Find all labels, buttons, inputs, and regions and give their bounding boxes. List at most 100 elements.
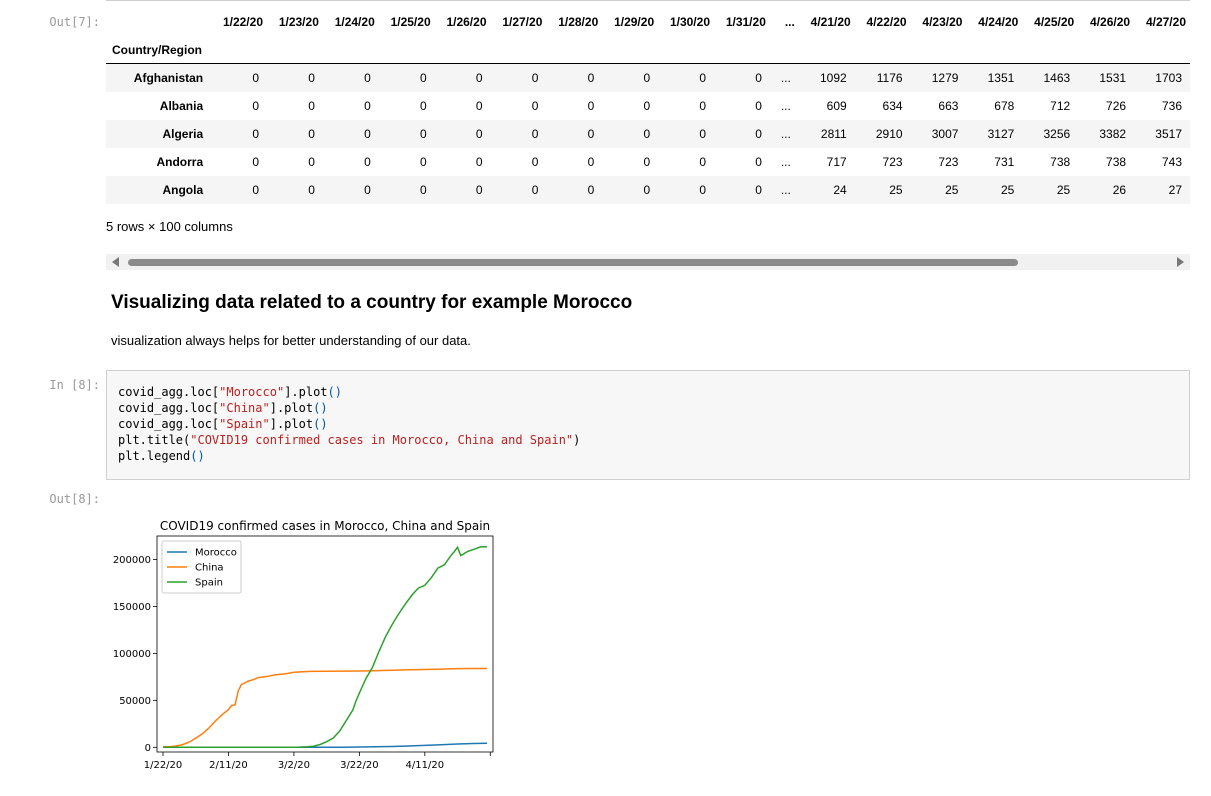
legend-box: [161, 540, 242, 594]
column-header: 1/24/20: [334, 15, 375, 29]
code-line: plt.title("COVID19 confirmed cases in Mo…: [118, 432, 1189, 448]
code-token: ].plot: [284, 385, 328, 399]
column-header: 1/27/20: [502, 15, 543, 29]
code-token: (): [190, 449, 205, 463]
table-cell: 0: [546, 63, 603, 92]
table-cell: 0: [546, 176, 603, 204]
y-tick-label: 150000: [113, 602, 151, 613]
y-tick-label: 100000: [113, 649, 151, 660]
table-cell: 663: [938, 99, 959, 113]
table-cell: 0: [267, 63, 323, 92]
table-cell: 0: [587, 155, 595, 169]
code-token: "COVID19 confirmed cases in Morocco, Chi…: [190, 433, 574, 447]
index-header-blank: [106, 8, 211, 36]
table-cell: 25: [966, 176, 1023, 204]
table-cell: 609: [826, 99, 847, 113]
table-cell: 0: [490, 120, 547, 148]
table-cell: 0: [378, 63, 435, 92]
row-label: Algeria: [106, 120, 212, 148]
series-line-spain: [163, 545, 488, 749]
code-cell[interactable]: covid_agg.loc["Morocco"].plot() covid_agg…: [106, 370, 1190, 480]
code-token: ].plot: [269, 401, 314, 415]
column-header: 1/28/20: [558, 15, 599, 29]
row-label: Andorra: [156, 155, 204, 169]
column-header: 4/23/20: [922, 15, 963, 29]
code-token: (): [313, 401, 328, 415]
column-header: 1/23/20: [278, 15, 319, 29]
table-cell: 0: [419, 155, 427, 169]
table-cell: 0: [322, 63, 379, 92]
x-tick-label: 3/2/20: [278, 760, 310, 771]
plot-frame: [156, 535, 494, 753]
table-cell: 0: [378, 176, 435, 204]
row-label: Afghanistan: [106, 63, 212, 92]
table-cell: 0: [643, 99, 651, 113]
code-line: covid_agg.loc["China"].plot(): [118, 400, 1189, 416]
table-cell: 25: [1022, 176, 1079, 204]
table-row: Algeria 0 0 0 0 0 0 0 0 0 0... 2811 2910 3007 3127 3256…: [106, 120, 1190, 148]
row-label: Albania: [159, 99, 204, 113]
table-cell: 0: [364, 155, 371, 169]
scroll-right-icon[interactable]: [1177, 257, 1184, 267]
legend-label: China: [195, 563, 224, 574]
output-divider: [106, 0, 1190, 1]
markdown-text: visualization always helps for better un…: [111, 333, 471, 348]
table-row: Afghanistan 0 0 0 0 0 0 0 0 0 0... 1092 1176 1279 1351…: [106, 63, 1190, 92]
scroll-left-icon[interactable]: [112, 257, 119, 267]
table-cell: 0: [252, 155, 259, 169]
table-cell: 27: [1134, 176, 1190, 204]
column-header: 4/24/20: [978, 15, 1019, 29]
table-cell: ...: [769, 176, 799, 204]
row-label: Angola: [106, 176, 212, 204]
table-cell: 0: [658, 120, 714, 148]
table-cell: ...: [780, 155, 791, 169]
chart-title: COVID19 confirmed cases in Morocco, Chin…: [160, 519, 490, 533]
code-token: (): [327, 385, 342, 399]
in8-prompt: In [8]:: [49, 378, 100, 392]
code-line: covid_agg.loc["Spain"].plot(): [118, 416, 1189, 432]
index-name: Country/Region: [112, 42, 202, 57]
column-header: 1/26/20: [446, 15, 487, 29]
scrollbar-thumb[interactable]: [128, 259, 1018, 266]
table-cell: 0: [699, 99, 706, 113]
table-cell: 0: [755, 99, 762, 113]
table-cell: 0: [475, 99, 483, 113]
column-header: 4/25/20: [1034, 15, 1075, 29]
code-token: ): [573, 433, 581, 447]
table-cell: 3127: [966, 120, 1023, 148]
code-line: covid_agg.loc["Morocco"].plot(): [118, 384, 1189, 400]
line-chart: COVID19 confirmed cases in Morocco, Chin…: [113, 519, 494, 771]
table-cell: 0: [434, 63, 491, 92]
code-token: ].plot: [269, 417, 314, 431]
table-cell: 0: [364, 99, 371, 113]
series-line-morocco: [163, 742, 488, 749]
column-header: 1/30/20: [669, 15, 710, 29]
horizontal-scrollbar[interactable]: [106, 254, 1190, 270]
code-line: plt.legend(): [118, 448, 1189, 464]
table-cell: 0: [490, 176, 547, 204]
table-cell: 723: [882, 155, 903, 169]
code-token: "Spain": [219, 417, 270, 431]
table-cell: 0: [658, 63, 714, 92]
table-cell: 1176: [854, 63, 911, 92]
table-cell: 1279: [910, 63, 967, 92]
table-cell: 1351: [966, 63, 1023, 92]
x-tick-label: 3/22/20: [340, 760, 379, 771]
table-cell: 3007: [910, 120, 967, 148]
code-editor[interactable]: covid_agg.loc["Morocco"].plot() covid_agg…: [107, 371, 1189, 464]
table-cell: 0: [322, 120, 379, 148]
table-cell: 712: [1050, 99, 1071, 113]
table-row: Albania 0 0 0 0 0 0 0 0 0 0... 609 634 663 678 712 726 73…: [106, 92, 1190, 120]
table-cell: 0: [546, 120, 603, 148]
table-cell: 0: [252, 99, 259, 113]
y-tick-label: 200000: [113, 555, 151, 566]
table-cell: 0: [475, 155, 483, 169]
table-cell: 0: [755, 155, 762, 169]
table-cell: 0: [699, 155, 706, 169]
table-shape-text: 5 rows × 100 columns: [106, 219, 233, 234]
x-tick-label: 4/11/20: [406, 760, 445, 771]
table-cell: 26: [1078, 176, 1135, 204]
table-cell: ...: [780, 99, 791, 113]
dataframe-table: 1/22/20 1/23/20 1/24/20 1/25/20 1/26/20 1/27/…: [106, 8, 1190, 204]
code-token: "China": [219, 401, 270, 415]
